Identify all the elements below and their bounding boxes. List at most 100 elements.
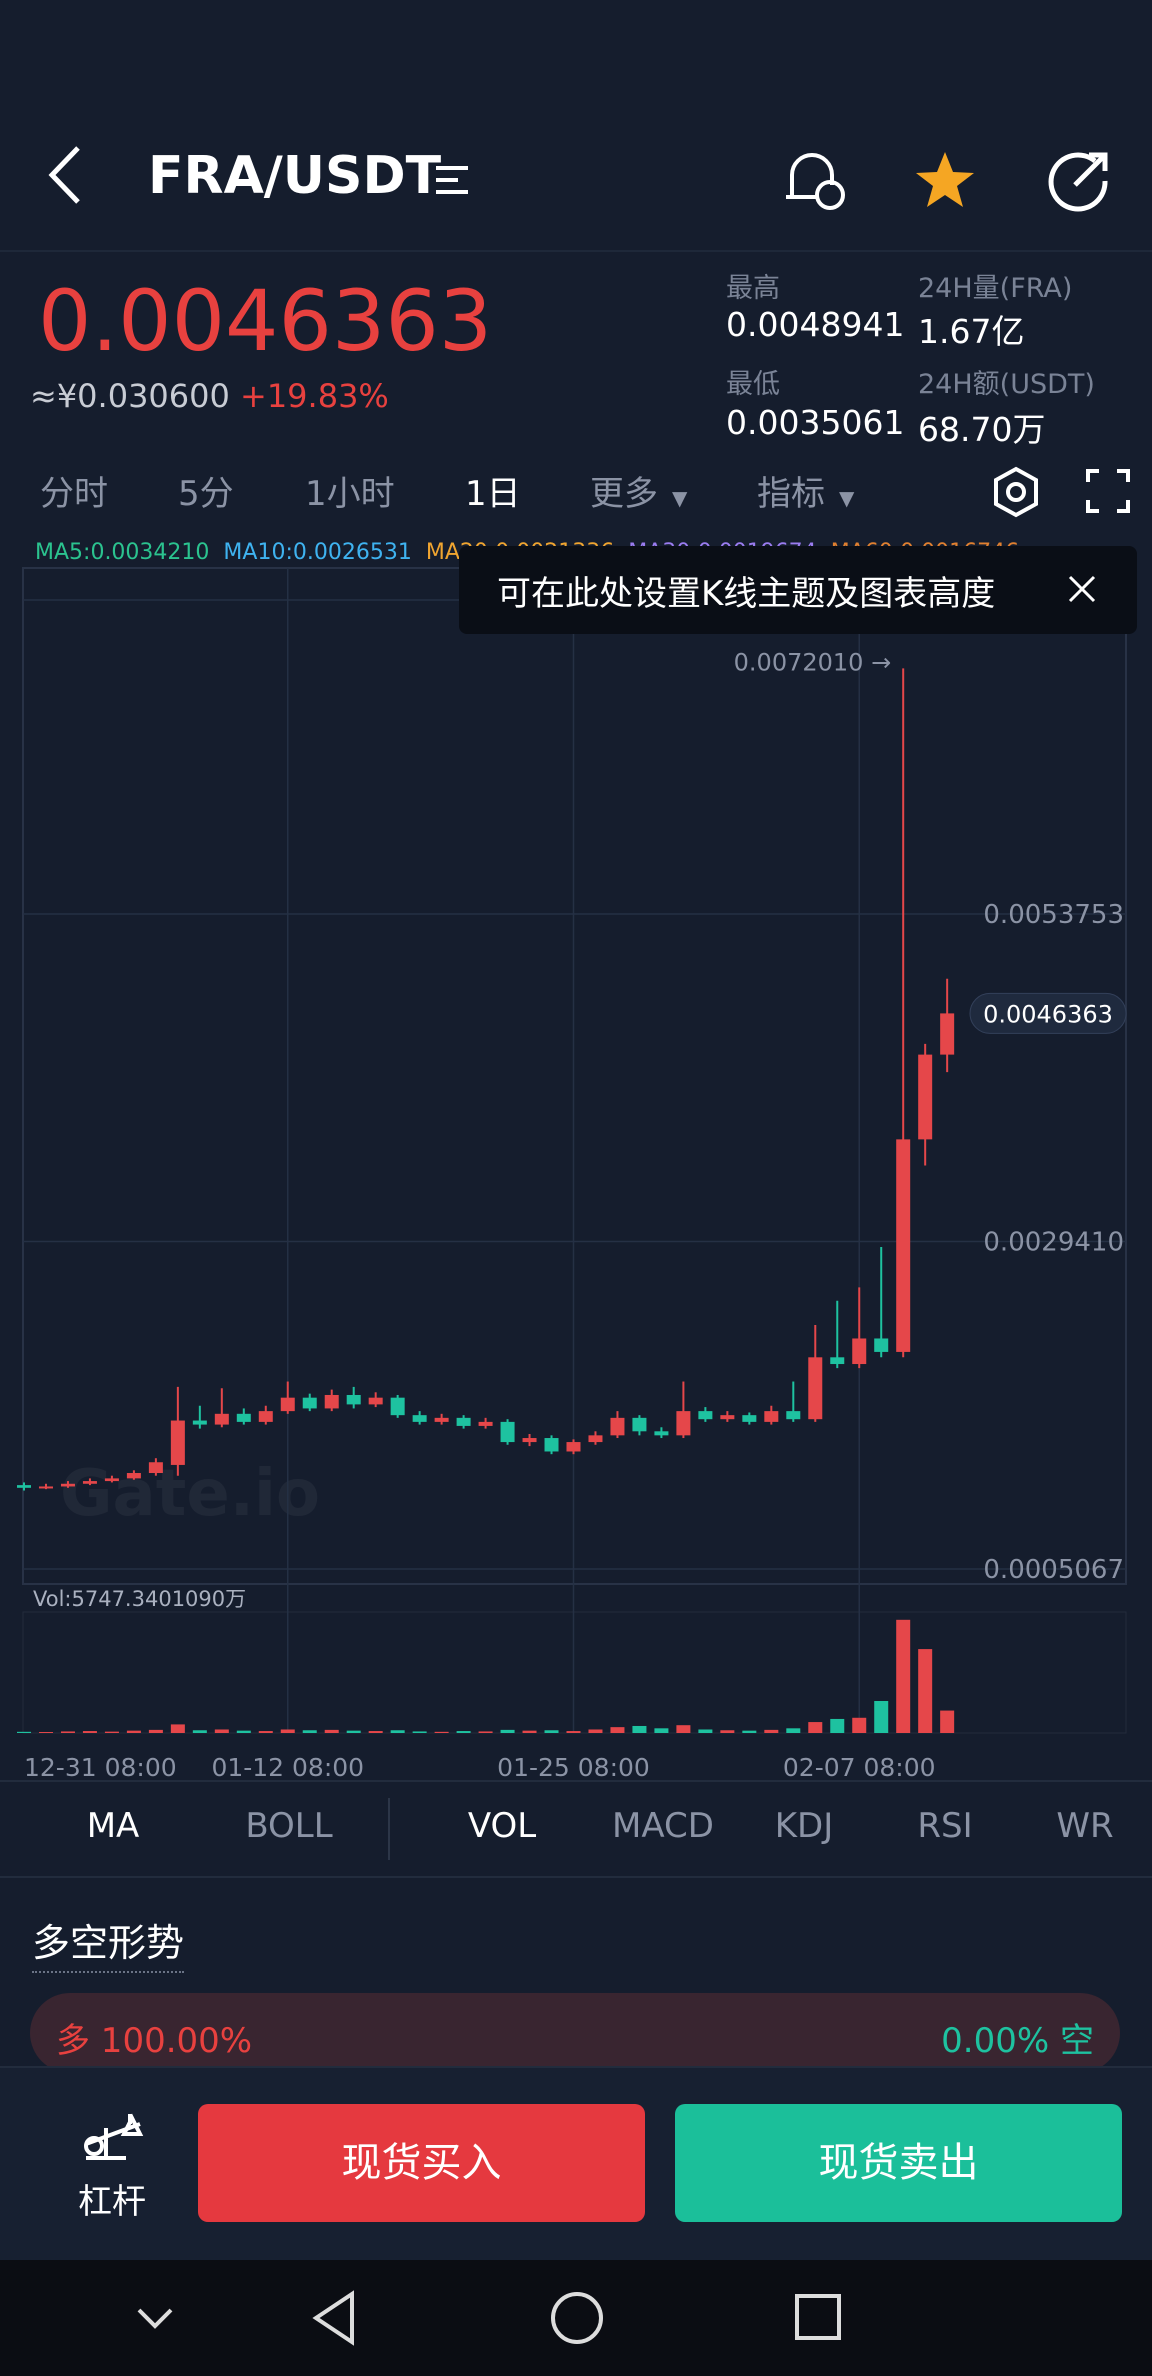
tooltip: 可在此处设置K线主题及图表高度: [459, 546, 1137, 634]
indicator-tab[interactable]: MA: [86, 1806, 140, 1846]
chart: Gate.io 12-31 08:00 01-12 08:00 01-25 08:00…: [17, 567, 1127, 1782]
candle-body: [324, 1394, 339, 1409]
indicator-tab[interactable]: KDJ: [774, 1806, 834, 1846]
volume-bar: [874, 1700, 889, 1733]
fullscreen-icon[interactable]: [1085, 468, 1131, 514]
leverage-icon[interactable]: [80, 2108, 150, 2164]
indicator-bar: [0, 1780, 1152, 1878]
volume-bar: [500, 1729, 515, 1733]
indicator-tab[interactable]: VOL: [467, 1806, 537, 1846]
nav-recent[interactable]: [793, 2292, 843, 2342]
volume-bar: [764, 1729, 779, 1733]
volume-bar: [390, 1730, 405, 1733]
candle-body: [434, 1417, 449, 1422]
volume-bar: [170, 1724, 185, 1733]
candle-body: [742, 1415, 757, 1422]
candle-body: [588, 1435, 603, 1443]
vol-value: 1.67亿: [918, 312, 1025, 351]
nav-bar: [0, 2260, 1152, 2376]
interval-tab[interactable]: 1日: [465, 474, 521, 514]
volume-bar: [720, 1730, 735, 1733]
buy-button[interactable]: 现货买入: [198, 2104, 645, 2222]
amount-label: 24H额(USDT): [918, 369, 1095, 400]
volume-bar: [346, 1730, 361, 1733]
indicator-tab[interactable]: RSI: [917, 1806, 973, 1846]
nav-home[interactable]: [549, 2290, 605, 2346]
nav-back[interactable]: [310, 2290, 360, 2346]
tooltip-text: 可在此处设置K线主题及图表高度: [497, 574, 996, 614]
volume-bar: [654, 1728, 669, 1733]
last-price: 0.0046363: [38, 272, 493, 370]
indicator-tab[interactable]: MACD: [612, 1806, 714, 1846]
volume-frame: [22, 1611, 1127, 1734]
indicator-tab[interactable]: WR: [1056, 1806, 1114, 1846]
settings-icon[interactable]: [990, 466, 1042, 518]
menu-icon[interactable]: [432, 160, 472, 200]
dropdown-caret: ▼: [672, 486, 688, 510]
interval-tab[interactable]: 更多 ▼: [590, 474, 688, 514]
high-value: 0.0048941: [726, 305, 905, 344]
sentiment-bar: 多 100.00% 0.00% 空: [30, 1993, 1120, 2073]
candle-body: [764, 1411, 779, 1422]
candle-body: [720, 1415, 735, 1420]
interval-tab[interactable]: 指标 ▼: [757, 474, 855, 514]
candle-body: [456, 1417, 471, 1426]
interval-tab[interactable]: 分时: [40, 474, 108, 514]
max-annotation: 0.0072010 →: [734, 648, 892, 676]
volume-bar: [918, 1649, 933, 1733]
candle-body: [918, 1054, 933, 1140]
price-tag: [969, 992, 1127, 1034]
candle-body: [148, 1462, 163, 1474]
volume-bar: [126, 1730, 141, 1733]
dropdown-caret: ▼: [839, 486, 855, 510]
current-price: 0.0046363: [983, 1000, 1113, 1028]
candle-body: [874, 1338, 889, 1352]
candle-body: [610, 1417, 625, 1436]
back-button[interactable]: [40, 140, 90, 210]
volume-bar: [610, 1727, 625, 1733]
interval-tab[interactable]: 5分: [178, 474, 234, 514]
volume-bar: [830, 1718, 845, 1733]
candle-body: [60, 1483, 75, 1487]
x-tick-label: 01-12 08:00: [211, 1753, 364, 1782]
nav-hide[interactable]: [135, 2298, 175, 2338]
volume-bar: [82, 1731, 97, 1733]
volume-bar: [192, 1730, 207, 1733]
candle-body: [258, 1411, 273, 1422]
candle-body: [786, 1411, 801, 1420]
volume-bar: [104, 1731, 119, 1733]
alert-icon[interactable]: [780, 145, 850, 215]
candle-body: [896, 1139, 911, 1352]
volume-bar: [852, 1717, 867, 1733]
watermark: Gate.io: [60, 1457, 320, 1531]
volume-bar: [632, 1725, 647, 1733]
y-tick-label: 0.0005067: [983, 1555, 1124, 1585]
tooltip-close[interactable]: [1067, 574, 1097, 604]
sell-button[interactable]: 现货卖出: [675, 2104, 1122, 2222]
low-label: 最低: [726, 369, 780, 400]
cny-price: ≈¥0.030600: [30, 377, 230, 415]
indicator-tab[interactable]: BOLL: [245, 1806, 333, 1846]
volume-bar: [940, 1710, 955, 1733]
volume-bar: [60, 1731, 75, 1733]
candle-body: [676, 1411, 691, 1436]
change: +19.83%: [240, 377, 389, 415]
candle-body: [500, 1421, 515, 1443]
pair-title[interactable]: FRA/USDT: [148, 146, 442, 206]
volume-bar: [566, 1731, 581, 1733]
volume-bar: [742, 1730, 757, 1733]
share-icon[interactable]: [1045, 145, 1115, 215]
leverage-label[interactable]: 杠杆: [78, 2182, 146, 2222]
favorite-icon[interactable]: [912, 148, 978, 212]
plot-frame: [22, 567, 1127, 1585]
ma-label: MA10:0.0026531: [223, 540, 412, 565]
candle-body: [544, 1438, 559, 1452]
long-ratio: 多 100.00%: [56, 2021, 253, 2061]
volume-bar: [236, 1730, 251, 1733]
interval-tab[interactable]: 1小时: [305, 474, 395, 514]
volume-bar: [456, 1731, 471, 1733]
short-ratio: 0.00% 空: [941, 2021, 1094, 2061]
volume-bar: [302, 1730, 317, 1733]
volume-bar: [808, 1722, 823, 1733]
ma-label: MA5:0.0034210: [35, 540, 210, 565]
